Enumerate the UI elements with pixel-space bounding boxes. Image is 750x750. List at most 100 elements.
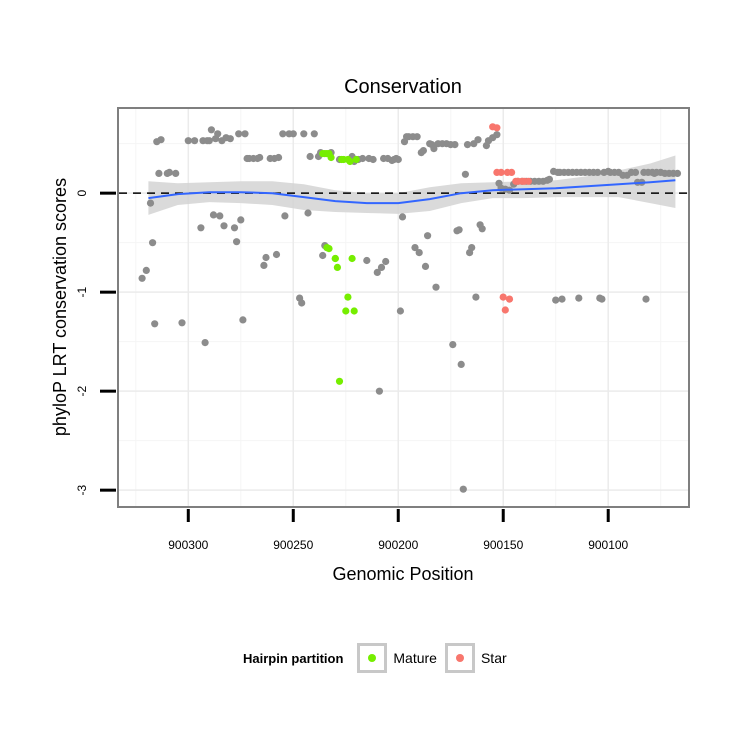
data-point-mature — [344, 293, 352, 301]
y-tick-label: -1 — [75, 286, 89, 297]
panel-border — [117, 107, 690, 508]
data-point-other — [201, 339, 209, 347]
data-point-other — [146, 199, 155, 207]
data-point-other — [306, 152, 314, 161]
data-point-other — [373, 268, 381, 276]
data-point-other — [310, 130, 318, 138]
data-point-star — [497, 168, 505, 176]
y-tick-label: -2 — [75, 385, 89, 396]
data-point-other — [415, 249, 423, 257]
data-point-other — [172, 169, 180, 177]
data-point-other — [451, 141, 459, 149]
legend: Hairpin partition Mature Star — [243, 640, 515, 676]
data-point-other — [382, 257, 390, 266]
data-point-other — [363, 256, 371, 265]
data-point-other — [432, 283, 440, 291]
data-point-other — [205, 137, 213, 145]
data-point-other — [474, 136, 482, 144]
data-point-other — [369, 155, 377, 164]
x-axis-label: Genomic Position — [332, 564, 473, 584]
data-point-other — [396, 307, 404, 315]
data-point-other — [241, 130, 249, 138]
legend-title: Hairpin partition — [243, 650, 344, 666]
data-point-other — [430, 145, 438, 153]
data-point-other — [424, 232, 432, 240]
data-point-other — [375, 387, 383, 395]
legend-label-star: Star — [480, 650, 507, 666]
data-point-mature — [346, 157, 354, 166]
data-point-mature — [325, 245, 333, 253]
data-point-other — [157, 136, 165, 144]
data-point-mature — [331, 254, 339, 263]
x-tick-label: 900300 — [168, 538, 208, 552]
data-point-other — [191, 137, 199, 145]
data-point-other — [272, 250, 281, 259]
confidence-band-area — [148, 155, 676, 215]
legend-item-mature: Mature — [357, 643, 437, 673]
data-point-other — [262, 253, 270, 262]
data-point-other — [275, 153, 283, 162]
data-point-other — [545, 175, 554, 183]
data-point-other — [209, 211, 218, 219]
y-tick-label: 0 — [75, 189, 89, 196]
legend-item-star: Star — [444, 643, 507, 673]
data-point-other — [165, 168, 173, 176]
smooth-fit-line — [148, 179, 676, 205]
x-tick-label: 900100 — [588, 538, 628, 552]
legend-key-star — [444, 643, 475, 673]
data-point-other — [598, 295, 606, 303]
data-point-other — [197, 224, 205, 232]
data-point-other — [673, 169, 682, 177]
legend-key-mature — [357, 643, 388, 673]
legend-dot-star-icon — [455, 654, 464, 662]
data-point-other — [184, 137, 192, 145]
data-point-other — [359, 154, 367, 163]
data-point-star — [524, 177, 533, 185]
data-point-other — [237, 216, 245, 224]
data-point-other — [220, 222, 228, 230]
data-point-other — [233, 238, 241, 246]
data-point-other — [214, 130, 222, 138]
data-point-other — [493, 131, 501, 139]
data-point-other — [459, 485, 467, 493]
data-point-other — [207, 126, 215, 134]
data-point-other — [377, 263, 386, 271]
data-point-star — [499, 293, 507, 301]
data-point-mature — [350, 307, 358, 315]
data-point-other — [413, 133, 421, 141]
data-point-mature — [352, 155, 360, 164]
data-point-other — [552, 296, 560, 304]
data-point-mature — [348, 254, 356, 263]
data-point-star — [493, 124, 501, 132]
data-point-mature — [342, 307, 350, 315]
data-point-mature — [333, 263, 341, 271]
y-tick-label: -3 — [75, 484, 89, 495]
data-point-other — [235, 130, 243, 138]
data-point-other — [289, 130, 297, 138]
data-point-other — [411, 244, 419, 252]
data-point-other — [216, 212, 224, 220]
data-point-other — [260, 261, 268, 269]
data-point-other — [319, 251, 327, 260]
data-point-other — [256, 153, 264, 162]
data-point-other — [279, 130, 287, 138]
legend-dot-mature-icon — [368, 654, 377, 662]
data-point-other — [478, 225, 486, 233]
y-axis-label: phyloP LRT conservation scores — [50, 178, 70, 436]
data-point-other — [300, 130, 308, 138]
data-point-other — [398, 213, 407, 221]
data-point-other — [281, 212, 289, 220]
x-tick-label: 900150 — [483, 538, 523, 552]
data-point-star — [508, 168, 516, 176]
confidence-band — [148, 155, 676, 215]
x-tick-label: 900200 — [378, 538, 418, 552]
data-point-other — [230, 224, 239, 232]
legend-label-mature: Mature — [393, 650, 437, 666]
data-point-other — [178, 319, 186, 327]
data-point-other — [455, 226, 463, 234]
data-point-other — [468, 244, 476, 252]
data-point-other — [594, 168, 602, 176]
data-point-star — [505, 295, 514, 303]
chart-title: Conservation — [344, 76, 462, 98]
